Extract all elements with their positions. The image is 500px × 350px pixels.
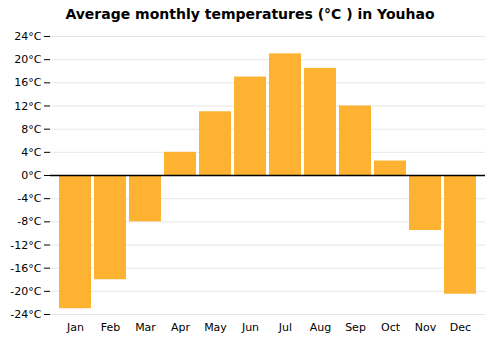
svg-text:Jun: Jun bbox=[241, 321, 259, 334]
svg-text:-8°C: -8°C bbox=[17, 215, 41, 228]
svg-text:12°C: 12°C bbox=[14, 100, 41, 113]
svg-text:May: May bbox=[204, 321, 227, 334]
svg-text:-24°C: -24°C bbox=[10, 308, 41, 321]
svg-text:8°C: 8°C bbox=[21, 123, 41, 136]
svg-text:Dec: Dec bbox=[450, 321, 471, 334]
html-text:Average monthly temperatures (: Average monthly temperatures (°C ) in Yo… bbox=[65, 6, 435, 22]
svg-text:-4°C: -4°C bbox=[17, 192, 41, 205]
svg-text:Jul: Jul bbox=[278, 321, 292, 334]
svg-text:-20°C: -20°C bbox=[10, 285, 41, 298]
svg-text:4°C: 4°C bbox=[21, 146, 41, 159]
svg-text:Jan: Jan bbox=[66, 321, 84, 334]
svg-text:24°C: 24°C bbox=[14, 30, 41, 43]
svg-text:Oct: Oct bbox=[381, 321, 401, 334]
svg-text:20°C: 20°C bbox=[14, 53, 41, 66]
svg-text:16°C: 16°C bbox=[14, 76, 41, 89]
svg-text:Mar: Mar bbox=[135, 321, 156, 334]
svg-text:-16°C: -16°C bbox=[10, 262, 41, 275]
svg-text:Aug: Aug bbox=[310, 321, 331, 334]
svg-text:0°C: 0°C bbox=[21, 169, 41, 182]
svg-text:Nov: Nov bbox=[415, 321, 437, 334]
svg-text:-12°C: -12°C bbox=[10, 239, 41, 252]
svg-text:Apr: Apr bbox=[171, 321, 191, 334]
svg-text:Sep: Sep bbox=[345, 321, 366, 334]
svg-text:Feb: Feb bbox=[101, 321, 120, 334]
